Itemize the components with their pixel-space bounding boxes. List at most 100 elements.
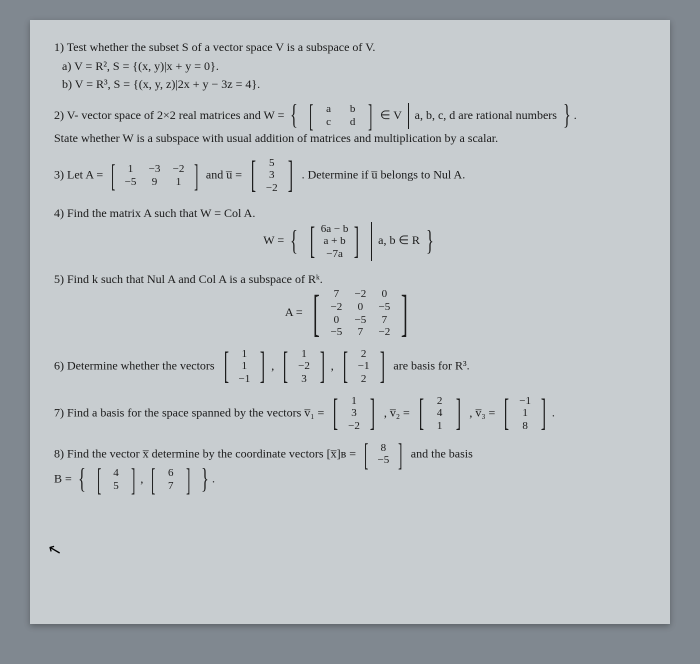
cell: −2 [348,288,372,301]
cell: 3 [260,169,284,182]
q6-v2: [ 1 −2 3 ] [279,348,329,386]
cell: 6a − b [319,223,351,236]
q8-Blabel: B = [54,471,72,485]
q5-A: [ 7−20 −20−5 0−57 −57−2 ] [308,288,414,339]
cell: −2 [342,420,366,433]
q3-u: [ 5 3 −2 ] [247,157,297,195]
q1-a: a) V = R², S = {(x, y)|x + y = 0}. [62,57,646,76]
q6-v1: [ 1 1 −1 ] [220,348,270,386]
q8-coord: [ 8 −5 ] [361,442,406,467]
cell: 0 [348,301,372,314]
problem-4: 4) Find the matrix A such that W = Col A… [54,204,646,261]
cell: −1 [352,360,376,373]
divider-icon [371,222,372,260]
cell: 9 [143,176,167,189]
q2-matrix: [ ab cd ] [306,103,375,128]
q5-text: 5) Find k such that Nul A and Col A is a… [54,270,646,289]
problem-7: 7) Find a basis for the space spanned by… [54,395,646,433]
cell: 7 [159,480,183,493]
cell: 6 [159,467,183,480]
cell: 1 [119,163,143,176]
lbrace-icon: { [290,105,298,127]
cell: 3 [342,407,366,420]
rbrace-icon: } [563,105,571,127]
cell: 1 [513,407,537,420]
q5-Alabel: A = [285,305,303,319]
q6-lead: 6) Determine whether the vectors [54,359,215,373]
document-page: 1) Test whether the subset S of a vector… [30,20,670,624]
q2-tail: State whether W is a subspace with usual… [54,129,646,148]
problem-2: 2) V- vector space of 2×2 real matrices … [54,103,646,148]
cell: 4 [104,467,128,480]
lbrace-icon: { [78,469,86,491]
cell: 5 [104,480,128,493]
problem-3: 3) Let A = [ 1−3−2 −591 ] and u̅ = [ 5 3… [54,157,646,195]
cell: 1 [292,348,316,361]
cell: 1 [167,176,191,189]
q7-v1: [ 1 3 −2 ] [329,395,379,433]
rbrace-icon: } [426,231,434,253]
cell: d [341,116,365,129]
q3-lead: 3) Let A = [54,167,103,181]
cell: 1 [342,395,366,408]
q3-A: [ 1−3−2 −591 ] [108,163,201,188]
divider-icon [408,103,409,129]
cell: −2 [372,326,396,339]
q3-mid: and u̅ = [206,167,242,181]
cell: 2 [352,373,376,386]
lbrace-icon: { [290,231,298,253]
q4-vec: [ 6a − b a + b −7a ] [306,223,363,261]
cell: −3 [143,163,167,176]
q7-lead: 7) Find a basis for the space spanned by… [54,405,324,419]
cell: 7 [324,288,348,301]
q7-l3: , v̅₃ = [469,405,495,419]
q2-cond: a, b, c, d are rational numbers [415,108,557,122]
cell: 7 [348,326,372,339]
q6-tail: are basis for R³. [393,359,469,373]
q8-b1: [ 4 5 ] [94,467,139,492]
cell: −1 [232,373,256,386]
q8-b2: [ 6 7 ] [148,467,193,492]
cell: c [317,116,341,129]
cell: 1 [428,420,452,433]
q7-l2: , v̅₂ = [384,405,410,419]
cell: 8 [513,420,537,433]
cell: 3 [292,373,316,386]
q4-text: 4) Find the matrix A such that W = Col A… [54,204,646,223]
cell: −2 [167,163,191,176]
q4-cond: a, b ∈ R [378,233,420,247]
cell: b [341,103,365,116]
q7-v2: [ 2 4 1 ] [415,395,465,433]
cell: 0 [372,288,396,301]
cell: −2 [324,301,348,314]
problem-8: 8) Find the vector x̅ determine by the c… [54,442,646,493]
cell: 1 [232,348,256,361]
cell: 2 [352,348,376,361]
q3-tail: . Determine if u̅ belongs to Nul A. [302,167,466,181]
q1-b: b) V = R³, S = {(x, y, z)|2x + y − 3z = … [62,75,646,94]
cell: −2 [260,182,284,195]
q4-Wlabel: W = [263,233,284,247]
cell: 8 [371,442,395,455]
cell: 5 [260,157,284,170]
q1-text: 1) Test whether the subset S of a vector… [54,38,646,57]
cell: a + b [322,235,348,248]
cell: −5 [119,176,143,189]
rbrace-icon: } [201,469,209,491]
cell: −5 [372,301,396,314]
problem-5: 5) Find k such that Nul A and Col A is a… [54,270,646,339]
cell: 0 [324,314,348,327]
q6-v3: [ 2 −1 2 ] [339,348,389,386]
cell: −5 [371,454,395,467]
q7-v3: [ −1 1 8 ] [500,395,550,433]
problem-6: 6) Determine whether the vectors [ 1 1 −… [54,348,646,386]
cell: −1 [513,395,537,408]
cell: 4 [428,407,452,420]
cell: −7a [323,248,347,261]
q8-tail: and the basis [411,446,473,460]
cell: a [317,103,341,116]
problem-1: 1) Test whether the subset S of a vector… [54,38,646,94]
cell: 1 [232,360,256,373]
q8-lead: 8) Find the vector x̅ determine by the c… [54,446,356,460]
cell: −2 [292,360,316,373]
